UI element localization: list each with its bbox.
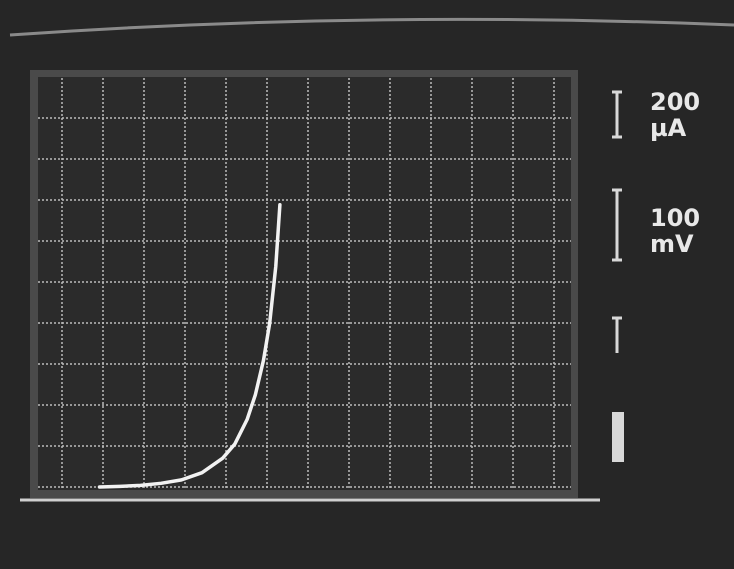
- indicator: [612, 412, 624, 462]
- indicator: [612, 90, 622, 139]
- screen: [38, 77, 571, 490]
- graticule: [38, 78, 571, 490]
- y-scale-value: 200: [650, 88, 700, 116]
- indicator: [612, 316, 622, 353]
- x-scale-value: 100: [650, 204, 700, 232]
- trace: [97, 203, 282, 489]
- y-scale-unit: µA: [650, 114, 687, 142]
- bezel-edge: [9, 17, 734, 37]
- x-scale-unit: mV: [650, 230, 694, 258]
- controls: [612, 90, 624, 462]
- indicator: [612, 188, 622, 262]
